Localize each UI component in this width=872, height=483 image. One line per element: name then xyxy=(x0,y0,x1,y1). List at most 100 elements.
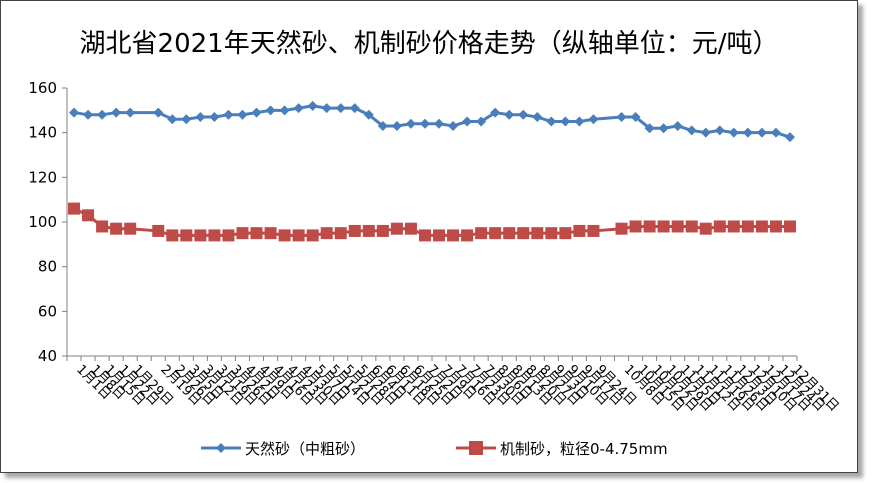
data-point xyxy=(209,112,220,123)
data-point xyxy=(559,227,572,240)
y-tick-label: 80 xyxy=(38,258,57,276)
data-point xyxy=(349,103,360,114)
data-point xyxy=(490,107,501,118)
data-point xyxy=(348,224,361,237)
data-point xyxy=(545,227,558,240)
data-point xyxy=(462,116,473,127)
data-point xyxy=(279,105,290,116)
data-point xyxy=(783,220,796,233)
data-point xyxy=(447,229,460,242)
data-point xyxy=(335,103,346,114)
legend: 天然砂（中粗砂） 机制砂，粒径0-4.75mm xyxy=(201,440,668,458)
y-tick-label: 40 xyxy=(38,347,57,365)
data-point xyxy=(546,116,557,127)
y-tick-label: 160 xyxy=(28,79,57,97)
data-point xyxy=(166,229,179,242)
data-point xyxy=(615,222,628,235)
legend-marker xyxy=(469,441,483,455)
data-point xyxy=(531,227,544,240)
data-point xyxy=(418,229,431,242)
legend-label: 天然砂（中粗砂） xyxy=(245,440,365,458)
series-line xyxy=(73,104,791,139)
data-point xyxy=(699,222,712,235)
data-point xyxy=(362,224,375,237)
data-point xyxy=(321,103,332,114)
data-point xyxy=(96,220,109,233)
data-point xyxy=(574,116,585,127)
data-point xyxy=(208,229,221,242)
data-point xyxy=(714,125,725,136)
data-point xyxy=(250,227,263,240)
data-point xyxy=(264,227,277,240)
legend-marker xyxy=(216,443,226,453)
data-point xyxy=(376,224,389,237)
data-point xyxy=(69,107,80,118)
data-point xyxy=(504,109,515,120)
data-point xyxy=(644,123,655,134)
data-point xyxy=(588,114,599,125)
chart-frame: 湖北省2021年天然砂、机制砂价格走势（纵轴单位：元/吨） 40 60 80 100 1… xyxy=(0,0,858,473)
data-point xyxy=(419,118,430,129)
data-point xyxy=(643,220,656,233)
data-point xyxy=(306,229,319,242)
data-point xyxy=(124,222,137,235)
data-point xyxy=(236,227,249,240)
y-tick-label: 60 xyxy=(38,302,57,320)
data-point xyxy=(727,220,740,233)
data-point xyxy=(251,107,262,118)
data-point xyxy=(181,114,192,125)
series-layer xyxy=(68,100,796,242)
data-point xyxy=(686,125,697,136)
data-point xyxy=(448,120,459,131)
data-point xyxy=(587,224,600,237)
data-point xyxy=(629,220,642,233)
data-point xyxy=(685,220,698,233)
y-tick-label: 100 xyxy=(28,213,57,231)
data-point xyxy=(293,103,304,114)
data-point xyxy=(489,227,502,240)
data-point xyxy=(672,120,683,131)
y-tick-label: 140 xyxy=(28,124,57,142)
data-point xyxy=(391,120,402,131)
data-point xyxy=(292,229,305,242)
data-point xyxy=(390,222,403,235)
data-point xyxy=(741,220,754,233)
data-point xyxy=(363,109,374,120)
data-point xyxy=(125,107,136,118)
data-point xyxy=(111,107,122,118)
data-point xyxy=(110,222,123,235)
y-tick-label: 120 xyxy=(28,168,57,186)
data-point xyxy=(770,127,781,138)
data-point xyxy=(278,229,291,242)
data-point xyxy=(658,123,669,134)
data-point xyxy=(517,227,530,240)
data-point xyxy=(405,118,416,129)
data-point xyxy=(503,227,516,240)
data-point xyxy=(475,227,488,240)
data-point xyxy=(616,112,627,123)
data-point xyxy=(167,114,178,125)
data-point xyxy=(573,224,586,237)
data-point xyxy=(476,116,487,127)
data-point xyxy=(82,209,95,222)
data-point xyxy=(83,109,94,120)
data-point xyxy=(265,105,276,116)
data-point xyxy=(742,127,753,138)
data-point xyxy=(404,222,417,235)
data-point xyxy=(307,100,318,111)
data-point xyxy=(671,220,684,233)
data-point xyxy=(756,127,767,138)
data-point xyxy=(461,229,474,242)
data-point xyxy=(630,112,641,123)
data-point xyxy=(152,224,165,237)
data-point xyxy=(97,109,108,120)
data-point xyxy=(223,109,234,120)
data-point xyxy=(769,220,782,233)
legend-label: 机制砂，粒径0-4.75mm xyxy=(500,440,668,458)
chart-title: 湖北省2021年天然砂、机制砂价格走势（纵轴单位：元/吨） xyxy=(79,29,779,59)
data-point xyxy=(755,220,768,233)
data-point xyxy=(194,229,207,242)
data-point xyxy=(560,116,571,127)
data-point xyxy=(180,229,193,242)
data-point xyxy=(518,109,529,120)
